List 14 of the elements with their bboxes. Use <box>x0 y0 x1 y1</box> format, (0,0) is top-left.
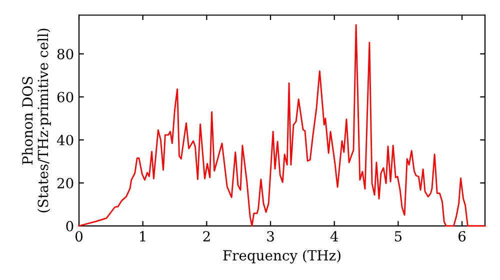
x-tick-label: 5 <box>394 231 402 242</box>
x-tick-label: 4 <box>330 231 338 242</box>
y-tick-label: 0 <box>66 220 74 232</box>
y-tick-label: 80 <box>57 48 74 60</box>
y-axis-title: Phonon DOS (States/THz·primitive cell) <box>22 28 51 212</box>
y-tick-label: 60 <box>57 92 74 102</box>
x-tick-label: 1 <box>140 231 146 242</box>
y-tick-label: 20 <box>57 178 74 188</box>
x-tick-label: 2 <box>203 231 210 242</box>
x-axis-title: Frequency (THz) <box>223 250 340 264</box>
x-tick-label: 0 <box>75 231 82 242</box>
x-tick-label: 6 <box>458 231 466 242</box>
x-tick-label: 3 <box>267 231 274 242</box>
y-tick-label: 40 <box>56 134 74 146</box>
